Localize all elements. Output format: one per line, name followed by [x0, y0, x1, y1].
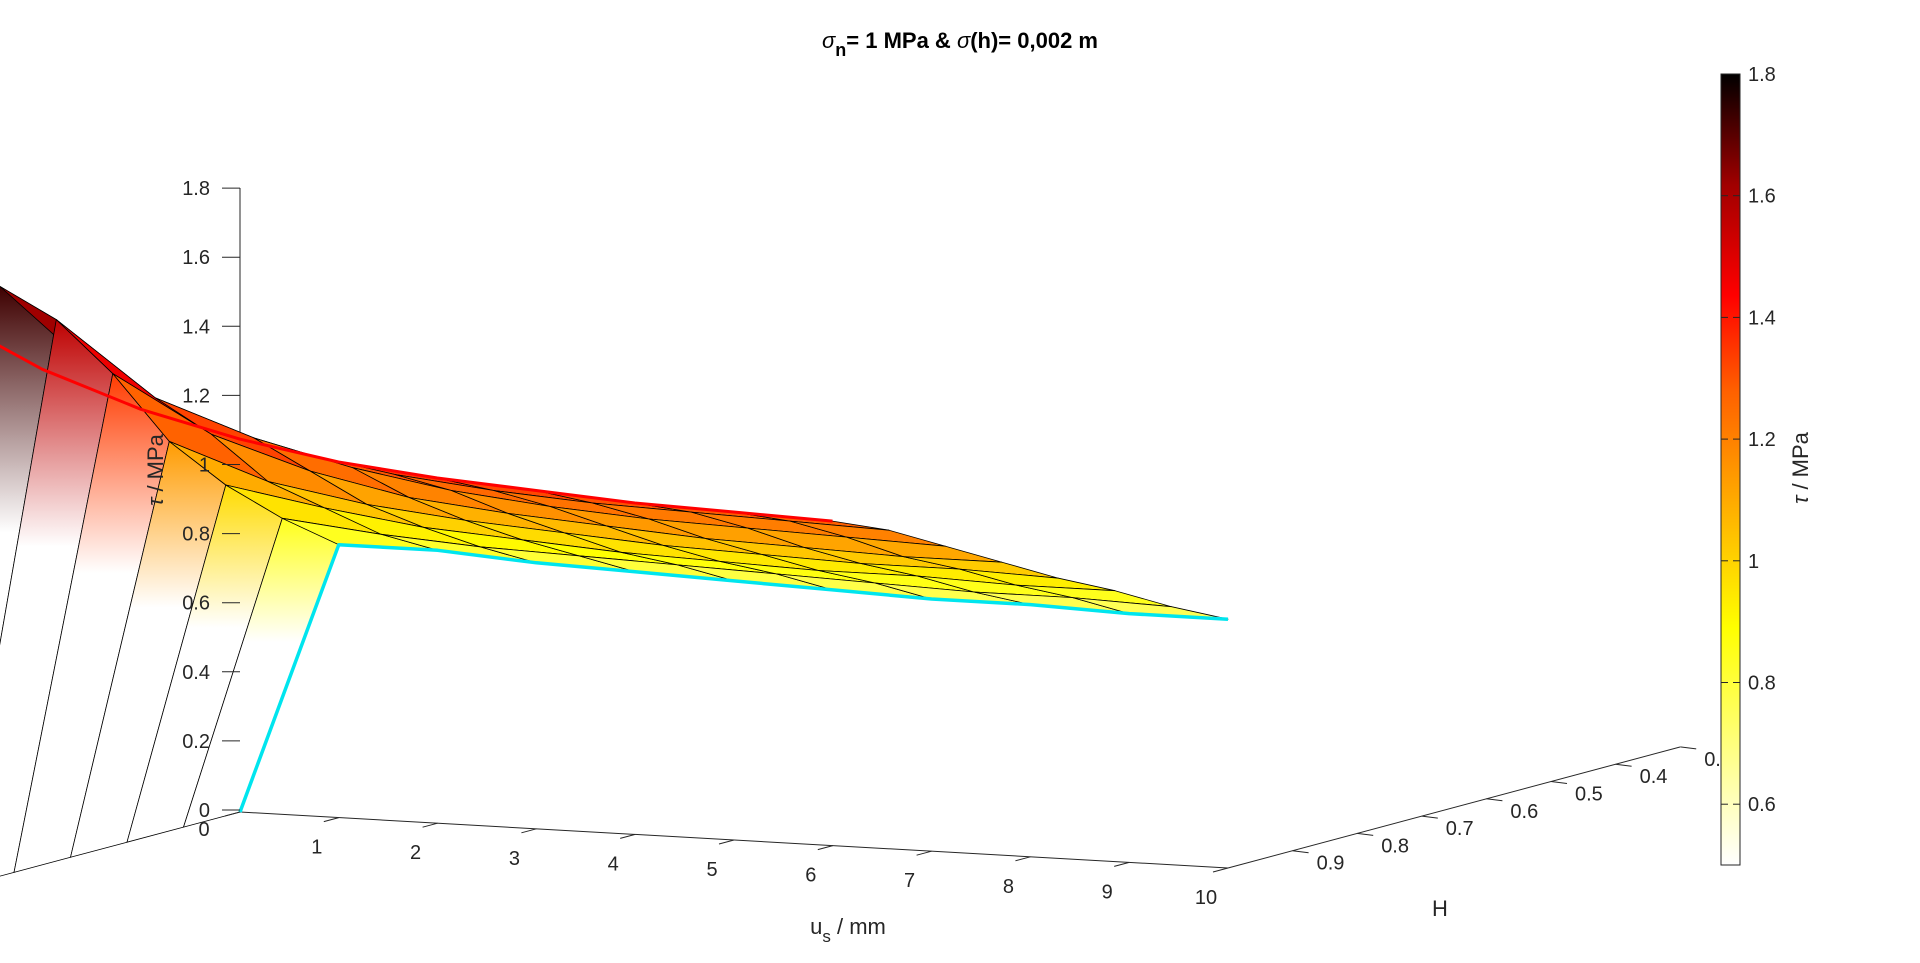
- x-tick-label: 2: [410, 842, 421, 864]
- z-axis-ticks: 0 0.2 0.4 0.6 0.8 1 1.2 1.4 1.6 1.8: [182, 178, 240, 822]
- z-axis-label-unit: / MPa: [143, 433, 168, 497]
- x-tick-label: 1: [311, 837, 322, 859]
- surface-edges: [0, 344, 1229, 813]
- x-tick-mark: [620, 833, 636, 839]
- h-tick-label: 0.8: [1381, 835, 1409, 857]
- front-edge-line: [238, 542, 1229, 813]
- x-tick-label: 7: [904, 870, 915, 892]
- z-tick-label: 0.6: [182, 593, 210, 615]
- x-tick-label: 5: [706, 859, 717, 881]
- colorbar-gradient: [1720, 73, 1741, 866]
- x-tick-label: 8: [1003, 876, 1014, 898]
- h-tick-mark: [1486, 798, 1503, 802]
- h-tick-mark: [1421, 815, 1438, 819]
- x-tick-label: 0: [198, 819, 209, 841]
- h-axis-label: H: [1432, 896, 1448, 921]
- h-tick-mark: [1357, 832, 1374, 836]
- colorbar-label-unit: / MPa: [1788, 431, 1813, 495]
- h-tick-label: 0.4: [1640, 766, 1668, 788]
- x-tick-mark: [323, 817, 339, 823]
- z-tick-label: 1.8: [182, 178, 210, 200]
- x-axis-label-unit: / mm: [831, 914, 886, 939]
- title-sigma2: σ: [957, 28, 971, 53]
- z-tick-label: 1.4: [182, 316, 210, 338]
- title-sigma: σ: [822, 28, 836, 53]
- surface-plot: [0, 285, 1229, 877]
- x-axis-label: us / mm: [810, 914, 886, 946]
- h-tick-mark: [1615, 763, 1632, 767]
- chart-title: σn= 1 MPa & σ(h)= 0,002 m: [822, 28, 1098, 60]
- x-axis-label-sub: s: [822, 927, 831, 946]
- h-tick-mark: [1292, 850, 1309, 854]
- x-axis-ticks: 0 1 2 3 4 5 6 7 8 9 10: [198, 811, 1229, 909]
- x-tick-label: 4: [608, 853, 619, 875]
- colorbar: 0.6 0.8 1 1.2 1.4 1.6 1.8 τ / MPa: [1720, 64, 1813, 866]
- z-tick-label: 0.8: [182, 524, 210, 546]
- colorbar-tick-label: 1: [1748, 551, 1759, 573]
- colorbar-label-tau: τ: [1788, 494, 1813, 504]
- z-tick-label: 0: [199, 800, 210, 822]
- colorbar-tick-label: 1.6: [1748, 186, 1776, 208]
- x-tick-mark: [224, 811, 241, 817]
- z-tick-label: 1.2: [182, 385, 210, 407]
- x-tick-mark: [422, 822, 438, 828]
- x-tick-label: 10: [1195, 887, 1217, 909]
- z-axis-label: τ / MPa: [143, 433, 168, 506]
- x-tick-label: 9: [1102, 881, 1113, 903]
- title-part2: (h)= 0,002 m: [970, 28, 1098, 53]
- h-tick-mark: [1550, 781, 1568, 784]
- colorbar-tick-label: 1.2: [1748, 429, 1776, 451]
- back-edge-line: [0, 344, 833, 523]
- x-tick-mark: [1212, 867, 1229, 873]
- title-part1: = 1 MPa &: [846, 28, 957, 53]
- h-tick-label: 0.9: [1317, 853, 1345, 875]
- x-tick-mark: [916, 850, 932, 856]
- x-tick-mark: [817, 845, 833, 851]
- x-tick-mark: [718, 839, 735, 845]
- x-tick-label: 3: [509, 848, 520, 870]
- h-tick-label: 0.5: [1575, 784, 1603, 806]
- h-tick-label: 0.7: [1446, 818, 1474, 840]
- h-axis-ticks: 0.90.80.70.60.50.40.3: [1292, 746, 1732, 875]
- x-tick-mark: [1114, 861, 1130, 867]
- colorbar-label: τ / MPa: [1788, 431, 1813, 504]
- z-tick-label: 0.2: [182, 731, 210, 753]
- h-axis-line: [1227, 746, 1681, 869]
- colorbar-tick-label: 0.8: [1748, 673, 1776, 695]
- colorbar-tick-label: 1.8: [1748, 64, 1776, 86]
- colorbar-tick-label: 1.4: [1748, 307, 1776, 329]
- colorbar-tick-label: 0.6: [1748, 794, 1776, 816]
- z-tick-label: 1: [199, 455, 210, 477]
- h-tick-label: 0.6: [1510, 801, 1538, 823]
- x-axis-label-u: u: [810, 914, 822, 939]
- x-tick-mark: [521, 828, 537, 834]
- title-sub-n: n: [835, 40, 846, 60]
- z-tick-label: 1.6: [182, 247, 210, 269]
- x-tick-label: 6: [805, 865, 816, 887]
- h-tick-mark: [1680, 746, 1697, 750]
- colorbar-ticks: 0.6 0.8 1 1.2 1.4 1.6 1.8: [1721, 64, 1776, 816]
- x-tick-mark: [1015, 856, 1031, 862]
- z-tick-label: 0.4: [182, 662, 210, 684]
- z-axis-label-tau: τ: [143, 496, 168, 506]
